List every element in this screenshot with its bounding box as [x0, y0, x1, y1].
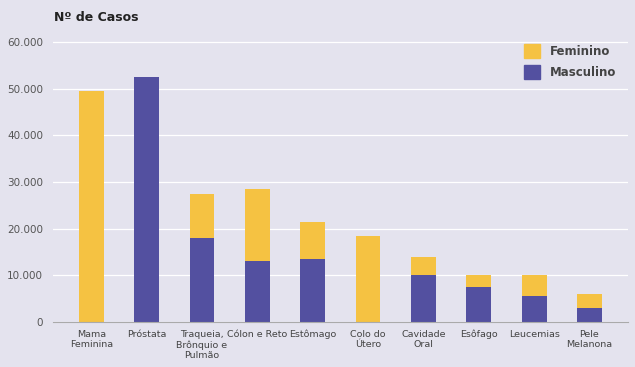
Bar — [577, 294, 602, 308]
Bar — [300, 259, 325, 322]
Bar — [521, 296, 547, 322]
Bar — [466, 275, 491, 287]
Bar — [411, 275, 436, 322]
Text: Nº de Casos: Nº de Casos — [54, 11, 138, 24]
Bar — [189, 194, 215, 238]
Bar — [356, 236, 380, 322]
Bar — [411, 257, 436, 275]
Bar — [300, 222, 325, 259]
Bar — [189, 238, 215, 322]
Bar — [466, 287, 491, 322]
Bar — [245, 261, 270, 322]
Bar — [134, 77, 159, 322]
Legend: Feminino, Masculino: Feminino, Masculino — [518, 39, 622, 85]
Bar — [521, 275, 547, 296]
Bar — [577, 308, 602, 322]
Bar — [79, 91, 104, 322]
Bar — [245, 189, 270, 261]
